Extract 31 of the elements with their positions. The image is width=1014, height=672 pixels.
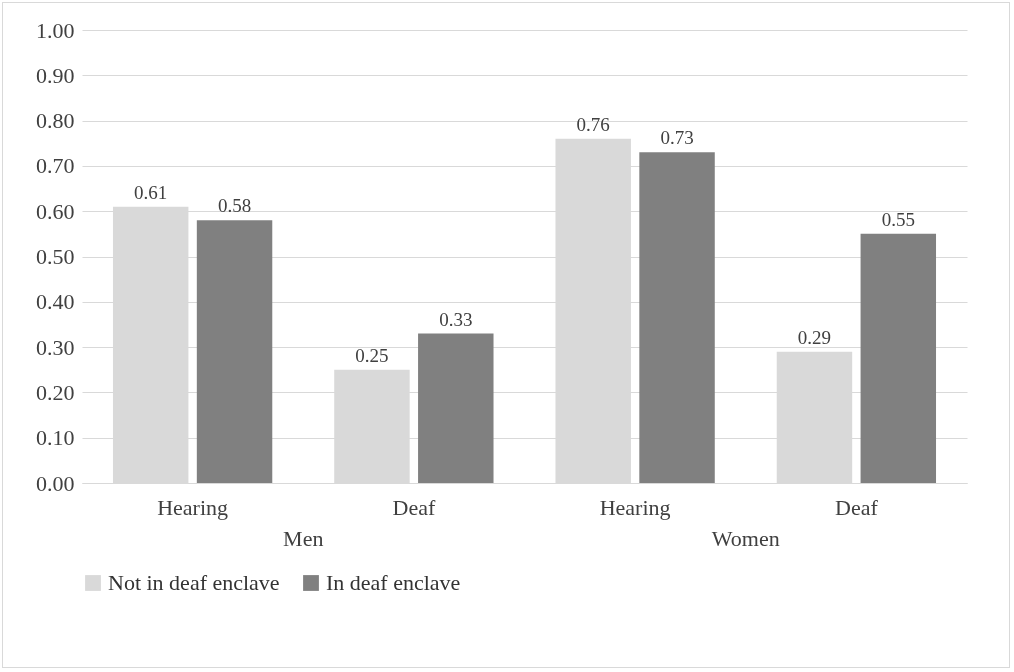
y-tick-label: 0.30	[36, 334, 75, 360]
y-tick-label: 0.60	[36, 198, 75, 224]
bar	[196, 220, 273, 483]
data-label: 0.76	[576, 113, 610, 135]
data-label: 0.33	[439, 308, 473, 330]
data-label: 0.58	[217, 195, 252, 217]
y-tick-label: 0.80	[36, 108, 75, 134]
text: Men	[283, 526, 324, 551]
y-tick-label: 1.00	[36, 17, 75, 43]
y-tick-label: 0.90	[36, 62, 75, 88]
legend-label: Not in deaf enclave	[108, 570, 280, 595]
bar	[639, 152, 715, 483]
y-tick-label: 0.00	[36, 470, 75, 496]
data-label: 0.73	[660, 127, 694, 149]
bar	[860, 233, 937, 483]
y-tick-label: 0.40	[36, 289, 75, 315]
y-tick-label: 0.20	[36, 379, 75, 405]
data-label: 0.25	[355, 344, 389, 366]
data-label: 0.61	[134, 181, 168, 203]
x-tick-label: Hearing	[157, 494, 229, 520]
y-tick-label: 0.50	[36, 244, 75, 269]
y-tick-label: 0.70	[36, 153, 75, 179]
data-label: 0.29	[797, 326, 832, 348]
text: Women	[711, 526, 780, 551]
x-tick-label: Deaf	[835, 494, 879, 520]
y-tick-label: 0.10	[36, 425, 75, 451]
x-tick-label: Deaf	[392, 494, 436, 520]
data-label: 0.55	[881, 208, 915, 230]
x-tick-label: Hearing	[599, 494, 671, 520]
bar	[418, 333, 494, 483]
legend-label: In deaf enclave	[326, 570, 461, 595]
